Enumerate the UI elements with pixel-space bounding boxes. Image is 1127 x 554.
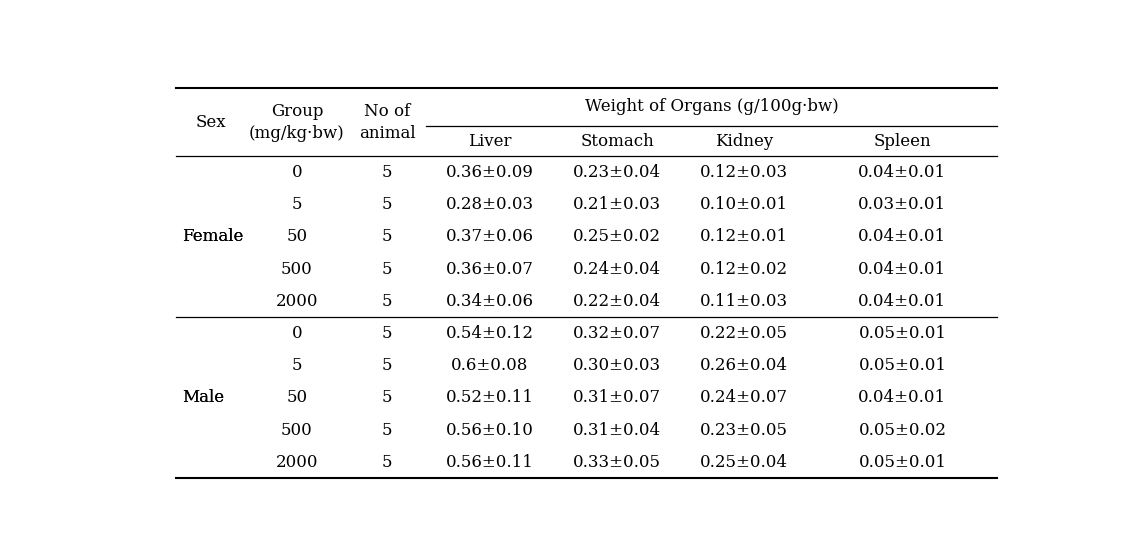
Text: 5: 5: [382, 164, 392, 181]
Text: 5: 5: [382, 293, 392, 310]
Text: 0.05±0.01: 0.05±0.01: [859, 325, 947, 342]
Text: 0.10±0.01: 0.10±0.01: [700, 196, 789, 213]
Text: 0.04±0.01: 0.04±0.01: [859, 164, 947, 181]
Text: 0.26±0.04: 0.26±0.04: [700, 357, 789, 374]
Text: 0.03±0.01: 0.03±0.01: [859, 196, 947, 213]
Text: 2000: 2000: [276, 293, 318, 310]
Text: 0.23±0.05: 0.23±0.05: [700, 422, 789, 439]
Text: 5: 5: [382, 260, 392, 278]
Text: 5: 5: [382, 389, 392, 406]
Text: Male: Male: [183, 389, 224, 406]
Text: 5: 5: [382, 422, 392, 439]
Text: 2000: 2000: [276, 454, 318, 471]
Text: 0.31±0.07: 0.31±0.07: [573, 389, 662, 406]
Text: No of
animal: No of animal: [358, 102, 416, 142]
Text: Group
(mg/kg·bw): Group (mg/kg·bw): [249, 102, 345, 142]
Text: 0.31±0.04: 0.31±0.04: [573, 422, 662, 439]
Text: 50: 50: [286, 389, 308, 406]
Text: 5: 5: [382, 357, 392, 374]
Text: 0.04±0.01: 0.04±0.01: [859, 293, 947, 310]
Text: 0.34±0.06: 0.34±0.06: [446, 293, 534, 310]
Text: 0.28±0.03: 0.28±0.03: [446, 196, 534, 213]
Text: Weight of Organs (g/100g·bw): Weight of Organs (g/100g·bw): [585, 98, 838, 115]
Text: 5: 5: [292, 357, 302, 374]
Text: 5: 5: [382, 454, 392, 471]
Text: 0.33±0.05: 0.33±0.05: [574, 454, 662, 471]
Text: 0.56±0.10: 0.56±0.10: [446, 422, 534, 439]
Text: 0.04±0.01: 0.04±0.01: [859, 260, 947, 278]
Text: 5: 5: [382, 325, 392, 342]
Text: Liver: Liver: [468, 132, 512, 150]
Text: 0.37±0.06: 0.37±0.06: [446, 228, 534, 245]
Text: 0.52±0.11: 0.52±0.11: [446, 389, 534, 406]
Text: Female: Female: [183, 228, 243, 245]
Text: 0.24±0.07: 0.24±0.07: [700, 389, 789, 406]
Text: 0.12±0.01: 0.12±0.01: [700, 228, 789, 245]
Text: 50: 50: [286, 228, 308, 245]
Text: Spleen: Spleen: [873, 132, 931, 150]
Text: 0.25±0.04: 0.25±0.04: [700, 454, 789, 471]
Text: 5: 5: [382, 196, 392, 213]
Text: 0.25±0.02: 0.25±0.02: [574, 228, 662, 245]
Text: 0.6±0.08: 0.6±0.08: [451, 357, 529, 374]
Text: 5: 5: [292, 196, 302, 213]
Text: Sex: Sex: [195, 114, 227, 131]
Text: 0: 0: [292, 164, 302, 181]
Text: 0.23±0.04: 0.23±0.04: [573, 164, 662, 181]
Text: 0.05±0.01: 0.05±0.01: [859, 454, 947, 471]
Text: 0.12±0.03: 0.12±0.03: [700, 164, 789, 181]
Text: Kidney: Kidney: [716, 132, 773, 150]
Text: 0.22±0.05: 0.22±0.05: [700, 325, 789, 342]
Text: 5: 5: [382, 228, 392, 245]
Text: 0.05±0.02: 0.05±0.02: [859, 422, 947, 439]
Text: 0.21±0.03: 0.21±0.03: [573, 196, 662, 213]
Text: Male: Male: [183, 389, 224, 406]
Text: Stomach: Stomach: [580, 132, 654, 150]
Text: 0.30±0.03: 0.30±0.03: [573, 357, 662, 374]
Text: 0.04±0.01: 0.04±0.01: [859, 228, 947, 245]
Text: 0: 0: [292, 325, 302, 342]
Text: 0.32±0.07: 0.32±0.07: [573, 325, 662, 342]
Text: 500: 500: [281, 260, 313, 278]
Text: 0.22±0.04: 0.22±0.04: [573, 293, 662, 310]
Text: 0.54±0.12: 0.54±0.12: [446, 325, 534, 342]
Text: 0.04±0.01: 0.04±0.01: [859, 389, 947, 406]
Text: 0.05±0.01: 0.05±0.01: [859, 357, 947, 374]
Text: 500: 500: [281, 422, 313, 439]
Text: 0.36±0.09: 0.36±0.09: [446, 164, 534, 181]
Text: Female: Female: [183, 228, 243, 245]
Text: 0.24±0.04: 0.24±0.04: [573, 260, 662, 278]
Text: 0.12±0.02: 0.12±0.02: [700, 260, 789, 278]
Text: 0.56±0.11: 0.56±0.11: [446, 454, 534, 471]
Text: 0.36±0.07: 0.36±0.07: [446, 260, 534, 278]
Text: 0.11±0.03: 0.11±0.03: [700, 293, 789, 310]
